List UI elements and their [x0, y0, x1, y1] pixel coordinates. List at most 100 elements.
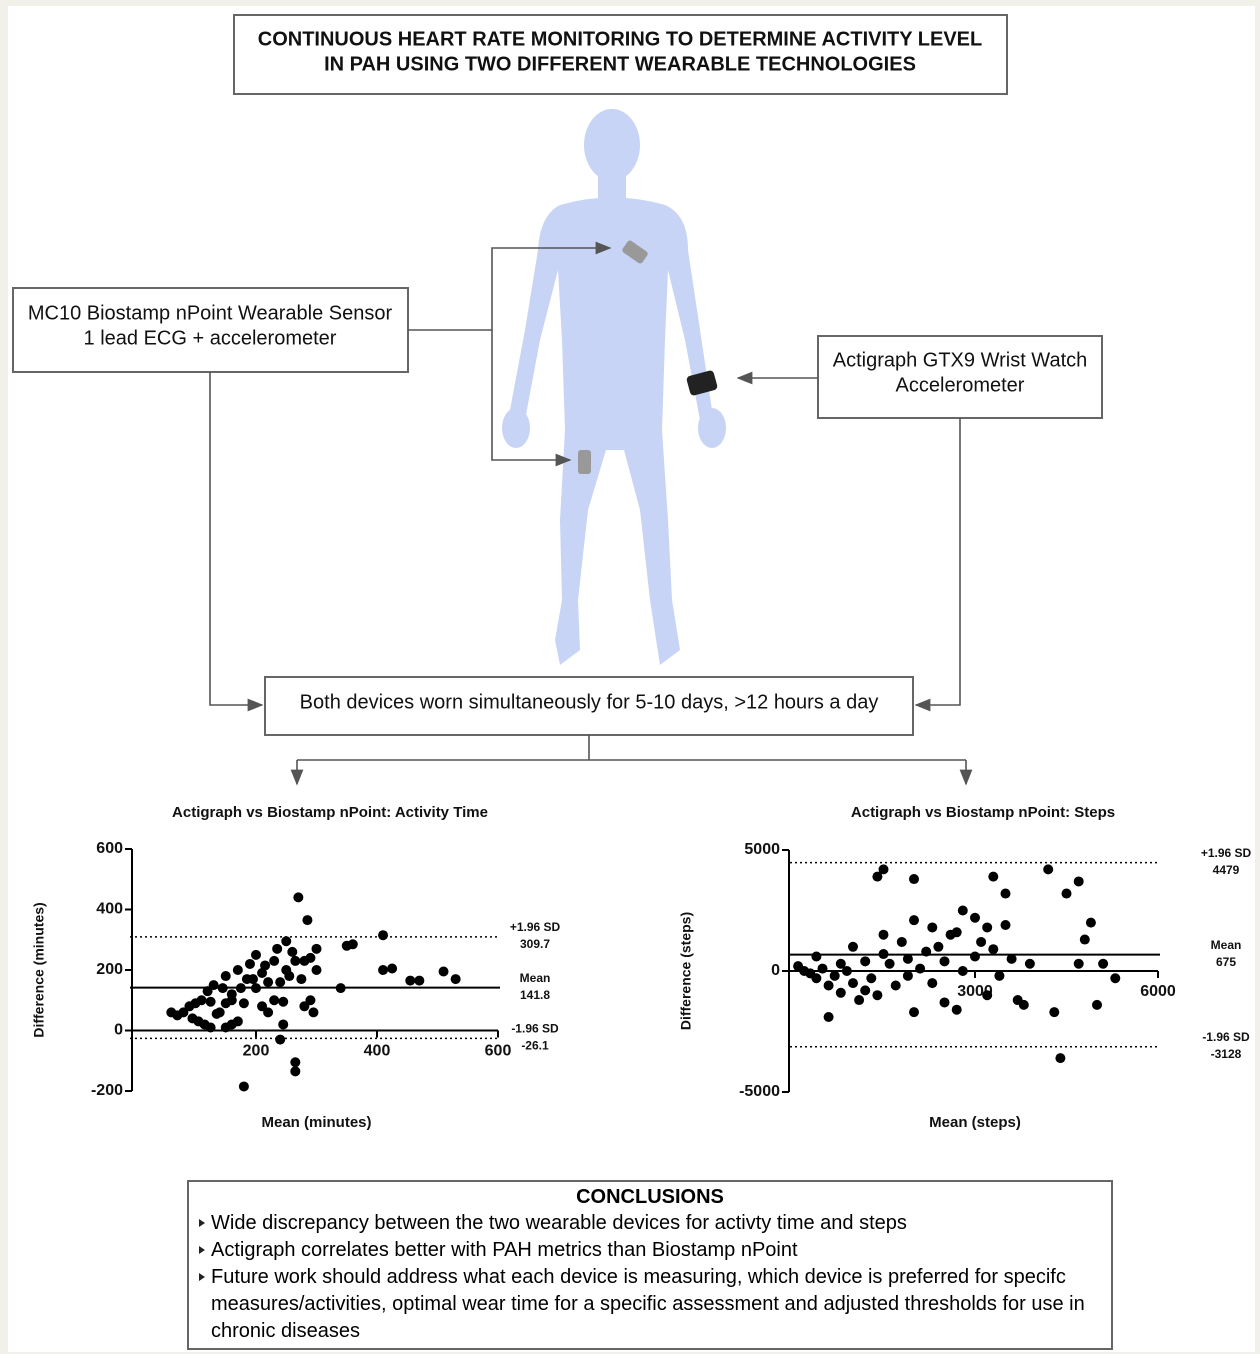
node-text: Both devices worn simultaneously for 5-1… [300, 691, 879, 713]
reference-name: -1.96 SD [511, 1022, 559, 1036]
data-point [872, 872, 882, 882]
x-tick-label: 400 [364, 1043, 391, 1060]
data-point [793, 961, 803, 971]
conclusions-list: Wide discrepancy between the two wearabl… [199, 1210, 1101, 1345]
y-tick-label: 600 [96, 840, 123, 857]
data-point [866, 973, 876, 983]
data-point [272, 944, 282, 954]
x-axis-label: Mean (steps) [929, 1114, 1021, 1131]
node-text: MC10 Biostamp nPoint Wearable Sensor [28, 302, 393, 324]
data-point [414, 976, 424, 986]
data-point [439, 967, 449, 977]
data-point [251, 950, 261, 960]
data-point [305, 995, 315, 1005]
data-point [824, 981, 834, 991]
reference-name: +1.96 SD [510, 920, 561, 934]
data-point [818, 964, 828, 974]
data-point [305, 953, 315, 963]
data-point [206, 1022, 216, 1032]
data-point [245, 959, 255, 969]
conclusions-heading: CONCLUSIONS [199, 1184, 1101, 1210]
data-point [940, 956, 950, 966]
data-point [940, 997, 950, 1007]
data-point [958, 906, 968, 916]
data-point [1080, 935, 1090, 945]
data-point [378, 930, 388, 940]
y-axis-label: Difference (steps) [678, 912, 694, 1030]
data-point [278, 997, 288, 1007]
data-point [212, 1009, 222, 1019]
data-point [921, 947, 931, 957]
data-point [1092, 1000, 1102, 1010]
data-point [1049, 1007, 1059, 1017]
data-point [824, 1012, 834, 1022]
data-point [1110, 973, 1120, 983]
x-tick-label: 200 [243, 1043, 270, 1060]
node-text: Actigraph GTX9 Wrist Watch [833, 349, 1088, 371]
data-point [387, 963, 397, 973]
data-point [278, 1019, 288, 1029]
chart-title: Actigraph vs Biostamp nPoint: Activity T… [172, 804, 488, 821]
data-point [933, 942, 943, 952]
data-point [348, 939, 358, 949]
data-point [836, 959, 846, 969]
data-point [1062, 889, 1072, 899]
reference-name: -1.96 SD [1202, 1030, 1250, 1044]
y-tick-label: 0 [114, 1022, 123, 1039]
data-point [263, 1007, 273, 1017]
conclusion-item: Wide discrepancy between the two wearabl… [199, 1210, 1101, 1237]
data-point [1098, 959, 1108, 969]
data-point [405, 976, 415, 986]
data-point [239, 998, 249, 1008]
data-point [860, 985, 870, 995]
data-point [166, 1007, 176, 1017]
data-point [909, 1007, 919, 1017]
data-point [988, 944, 998, 954]
data-point [952, 1005, 962, 1015]
title-line: IN PAH USING TWO DIFFERENT WEARABLE TECH… [324, 53, 916, 75]
data-point [227, 995, 237, 1005]
data-point [239, 1081, 249, 1091]
data-point [293, 892, 303, 902]
data-point [1019, 1000, 1029, 1010]
conclusion-item: Future work should address what each dev… [199, 1264, 1101, 1345]
data-point [263, 977, 273, 987]
data-point [982, 922, 992, 932]
data-point [909, 915, 919, 925]
conclusions-box: CONCLUSIONS Wide discrepancy between the… [187, 1180, 1113, 1350]
data-point [1055, 1053, 1065, 1063]
y-tick-label: 400 [96, 901, 123, 918]
data-point [982, 990, 992, 1000]
data-point [1074, 876, 1084, 886]
data-point [1001, 889, 1011, 899]
data-point [805, 968, 815, 978]
data-point [451, 974, 461, 984]
data-point [1043, 864, 1053, 874]
reference-value: -26.1 [521, 1039, 549, 1053]
reference-value: 675 [1216, 955, 1236, 969]
data-point [891, 981, 901, 991]
data-point [830, 971, 840, 981]
data-point [312, 965, 322, 975]
x-tick-label: 6000 [1140, 983, 1176, 1000]
data-point [854, 995, 864, 1005]
data-point [952, 927, 962, 937]
y-tick-label: 5000 [744, 841, 780, 858]
data-point [988, 872, 998, 882]
data-point [290, 956, 300, 966]
data-point [218, 983, 228, 993]
reference-name: +1.96 SD [1201, 846, 1252, 860]
x-tick-label: 600 [485, 1043, 512, 1060]
figure: CONTINUOUS HEART RATE MONITORING TO DETE… [0, 0, 1260, 1354]
data-point [206, 997, 216, 1007]
data-point [203, 986, 213, 996]
x-axis-label: Mean (minutes) [261, 1114, 371, 1131]
y-tick-label: -200 [91, 1082, 123, 1099]
reference-value: -3128 [1211, 1047, 1242, 1061]
data-point [251, 983, 261, 993]
data-point [848, 942, 858, 952]
data-point [879, 930, 889, 940]
data-point [897, 937, 907, 947]
data-point [308, 1007, 318, 1017]
data-point [976, 937, 986, 947]
